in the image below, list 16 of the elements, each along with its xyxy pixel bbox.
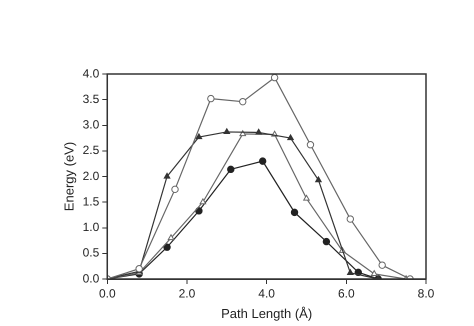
y-tick-label: 0.0 [82, 271, 100, 286]
y-tick-label: 3.5 [82, 92, 100, 106]
x-tick-label: 4.0 [258, 286, 276, 301]
y-tick-label: 2.5 [82, 143, 100, 158]
x-tick-label: 2.0 [178, 286, 196, 301]
y-tick-label: 0.5 [82, 246, 100, 260]
y-tick-label: 3.0 [82, 118, 100, 132]
x-tick-label: 0.0 [98, 286, 116, 301]
y-tick-label: 2.0 [82, 168, 100, 183]
y-tick-label: 1.0 [82, 220, 100, 234]
y-tick-label: 4.0 [82, 66, 100, 80]
y-tick-label: 1.5 [82, 194, 100, 208]
y-axis-title: Energy (eV) [61, 142, 76, 212]
x-tick-label: 8.0 [418, 286, 435, 301]
x-axis-title: Path Length (Å) [221, 306, 312, 321]
x-tick-label: 6.0 [338, 286, 355, 301]
